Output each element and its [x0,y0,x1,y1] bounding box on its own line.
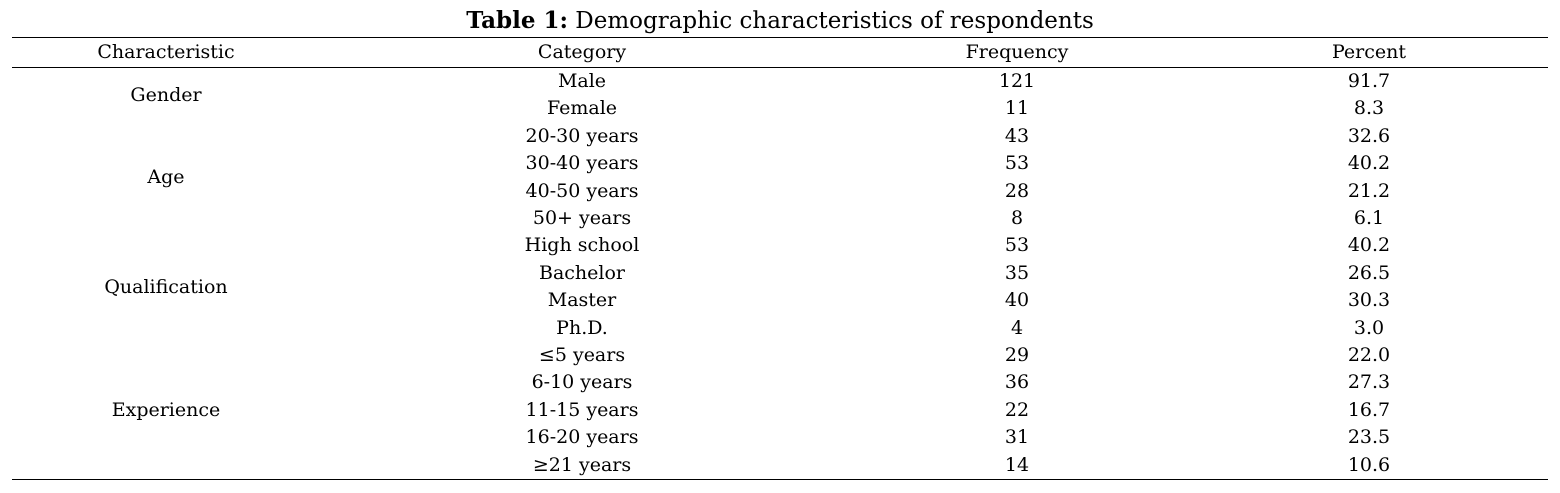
frequency-cell: 43 [1004,124,1030,147]
frequency-cell: 40 [1004,289,1030,312]
category-cell: ≥21 years [320,451,844,481]
header-row: Characteristic Category Frequency Percen… [12,37,1548,68]
characteristic-cell: Experience [12,342,320,481]
frequency-cell: 8 [1010,207,1024,230]
percent-cell: 16.7 [1347,398,1391,421]
demographics-table: Characteristic Category Frequency Percen… [12,37,1548,481]
characteristic-cell: Qualification [104,275,228,298]
table-row: 16-20 years 31 23.5 [12,424,1548,451]
percent-cell: 32.6 [1347,124,1391,147]
frequency-cell: 22 [1004,398,1030,421]
table-row: Master 40 30.3 [12,287,1548,314]
characteristic-cell: Age [147,165,185,188]
category-cell: 30-40 years [525,152,639,175]
percent-cell: 23.5 [1347,426,1391,449]
category-cell: Ph.D. [556,316,608,339]
table-row: Female 11 8.3 [12,95,1548,122]
category-cell: Male [557,70,607,92]
frequency-cell: 28 [1004,179,1030,202]
table-row: 50+ years 8 6.1 [12,205,1548,232]
frequency-cell: 14 [844,451,1190,481]
header-category: Category [320,37,844,68]
percent-cell: 26.5 [1347,261,1391,284]
header-frequency: Frequency [844,37,1190,68]
percent-cell: 6.1 [1353,207,1385,230]
frequency-cell: 53 [1004,234,1030,257]
table-row: 6-10 years 36 27.3 [12,369,1548,396]
frequency-cell: 121 [998,70,1036,92]
category-cell: ≤5 years [538,344,626,367]
table-row: Age 20-30 years 43 32.6 [12,123,1548,188]
table-body: Gender Male 121 91.7 Female 11 8.3 Age 2… [12,68,1548,481]
percent-cell: 91.7 [1347,70,1391,92]
percent-cell: 30.3 [1347,289,1391,312]
characteristic-cell: Gender [130,83,202,106]
percent-cell: 3.0 [1353,316,1385,339]
frequency-cell: 31 [1004,426,1030,449]
table-row: 40-50 years 28 21.2 [12,178,1548,205]
category-cell: 6-10 years [531,371,633,394]
percent-cell: 40.2 [1347,152,1391,175]
table-row: 30-40 years 53 40.2 [12,150,1548,177]
category-cell: High school [524,234,640,257]
table-row: Gender Male 121 91.7 [12,68,1548,106]
category-cell: 16-20 years [525,426,639,449]
category-cell: 40-50 years [525,179,639,202]
category-cell: Master [547,289,617,312]
table-row: Qualification High school 53 40.2 [12,232,1548,297]
percent-cell: 27.3 [1347,371,1391,394]
table-row: 11-15 years 22 16.7 [12,397,1548,424]
table-row: Experience ≤5 years 29 22.0 [12,342,1548,481]
header-characteristic: Characteristic [12,37,320,68]
category-cell: 11-15 years [525,398,639,421]
table-row: Bachelor 35 26.5 [12,260,1548,287]
frequency-cell: 35 [1004,261,1030,284]
category-cell: Female [546,97,618,120]
table-header: Characteristic Category Frequency Percen… [12,37,1548,68]
frequency-cell: 53 [1004,152,1030,175]
frequency-cell: 36 [1004,371,1030,394]
percent-cell: 22.0 [1347,344,1391,367]
header-percent: Percent [1190,37,1548,68]
category-cell: 20-30 years [525,124,639,147]
frequency-cell: 29 [1004,344,1030,367]
percent-cell: 40.2 [1347,234,1391,257]
frequency-cell: 11 [1004,97,1030,120]
frequency-cell: 4 [1010,316,1024,339]
table-caption: Table 1: Demographic characteristics of … [0,6,1560,36]
category-cell: Bachelor [538,261,625,284]
percent-cell: 8.3 [1353,97,1385,120]
table-row: ≥21 years 14 10.6 [12,451,1548,481]
percent-cell: 10.6 [1190,451,1548,481]
table-caption-label: Table 1: [466,7,568,34]
table-row: Ph.D. 4 3.0 [12,315,1548,342]
table-caption-text: Demographic characteristics of responden… [567,8,1094,34]
percent-cell: 21.2 [1347,179,1391,202]
category-cell: 50+ years [532,207,632,230]
